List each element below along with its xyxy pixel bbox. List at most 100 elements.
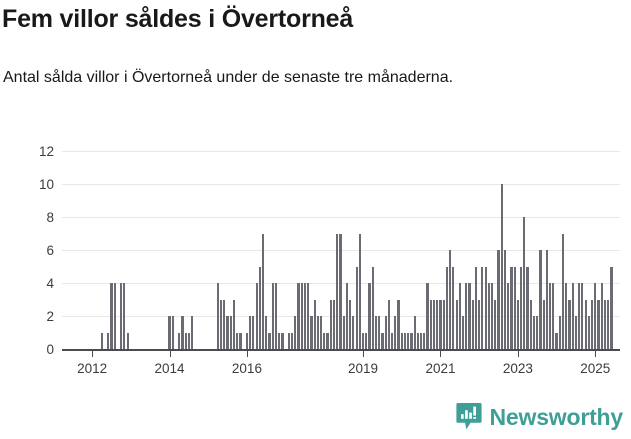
y-axis-tick-label: 10 <box>38 177 54 192</box>
y-axis-tick-label: 6 <box>46 243 54 258</box>
y-axis-labels: 0 2 4 6 8 10 12 <box>0 140 54 380</box>
bar <box>278 332 281 349</box>
page-title: Fem villor såldes i Övertorneå <box>2 5 354 33</box>
bar <box>320 316 323 349</box>
bar <box>452 266 455 349</box>
bar <box>520 266 523 349</box>
bar <box>339 233 342 349</box>
x-axis-tick-label: 2016 <box>231 361 262 376</box>
bar <box>178 332 181 349</box>
bar <box>232 299 236 349</box>
bar <box>400 332 403 349</box>
bar <box>216 283 219 349</box>
gridline <box>62 184 620 185</box>
bar <box>226 316 229 349</box>
bar <box>323 332 326 349</box>
bar <box>513 266 516 349</box>
bar <box>303 283 307 349</box>
bar <box>249 316 252 349</box>
bar <box>113 283 116 349</box>
bar <box>107 332 110 349</box>
bar <box>245 332 249 349</box>
bar <box>455 299 458 349</box>
bar <box>458 283 461 349</box>
bar <box>481 266 484 349</box>
bar <box>578 283 581 349</box>
bar <box>191 316 194 349</box>
bar <box>529 299 532 349</box>
bar <box>374 316 378 349</box>
bar <box>381 332 384 349</box>
bar <box>126 332 129 349</box>
bar <box>313 299 316 349</box>
x-axis-tick <box>595 350 597 357</box>
bar <box>571 283 574 349</box>
bar <box>500 184 503 349</box>
bar <box>442 299 445 349</box>
bar <box>561 233 565 349</box>
x-axis-tick <box>92 350 94 357</box>
bar <box>549 283 552 349</box>
chart-plot: 0 2 4 6 8 10 12 2012 2014 2016 2019 2021 2023 2025 <box>0 140 631 380</box>
bar <box>507 283 510 349</box>
bar <box>536 316 539 349</box>
bar <box>336 233 339 349</box>
bar <box>329 299 332 349</box>
bar <box>439 299 442 349</box>
bar <box>545 250 548 349</box>
bar <box>310 316 313 349</box>
bar-chart-speech-bubble-icon <box>455 403 482 430</box>
bar <box>181 316 184 349</box>
bar <box>478 299 481 349</box>
bar <box>365 332 368 349</box>
bar <box>368 283 371 349</box>
bar <box>503 250 507 349</box>
bar <box>526 266 529 349</box>
bar <box>268 332 271 349</box>
page-subtitle: Antal sålda villor i Övertorneå under de… <box>3 69 454 86</box>
bar <box>358 233 361 349</box>
bar <box>471 299 474 349</box>
bar <box>394 316 397 349</box>
bar <box>532 316 536 349</box>
x-axis-line <box>62 349 620 351</box>
bar <box>416 332 419 349</box>
newsworthy-logo-text: Newsworthy <box>489 403 624 430</box>
bar <box>294 316 297 349</box>
bar <box>384 316 387 349</box>
newsworthy-logo[interactable]: Newsworthy <box>455 402 624 432</box>
bar <box>436 299 439 349</box>
bar <box>516 299 519 349</box>
x-axis-tick-label: 2019 <box>348 361 379 376</box>
bar <box>420 332 423 349</box>
bar <box>565 283 568 349</box>
bar <box>413 316 416 349</box>
bar <box>387 299 390 349</box>
bar <box>300 283 303 349</box>
bar <box>390 332 394 349</box>
bar <box>397 299 400 349</box>
bar <box>423 332 426 349</box>
bar <box>342 316 345 349</box>
bar <box>255 283 258 349</box>
bar <box>590 299 594 349</box>
bar <box>187 332 190 349</box>
bar <box>445 266 448 349</box>
bar <box>487 283 490 349</box>
bar <box>120 283 123 349</box>
bar <box>281 332 284 349</box>
bar <box>407 332 410 349</box>
bar <box>581 283 584 349</box>
bar <box>271 283 274 349</box>
bar <box>229 316 232 349</box>
bar <box>568 299 571 349</box>
y-axis-tick-label: 0 <box>46 342 54 357</box>
bar <box>429 299 432 349</box>
gridline <box>62 217 620 218</box>
bar <box>432 299 436 349</box>
bar <box>352 316 355 349</box>
bar <box>474 266 478 349</box>
gridline <box>62 151 620 152</box>
bar <box>110 283 113 349</box>
